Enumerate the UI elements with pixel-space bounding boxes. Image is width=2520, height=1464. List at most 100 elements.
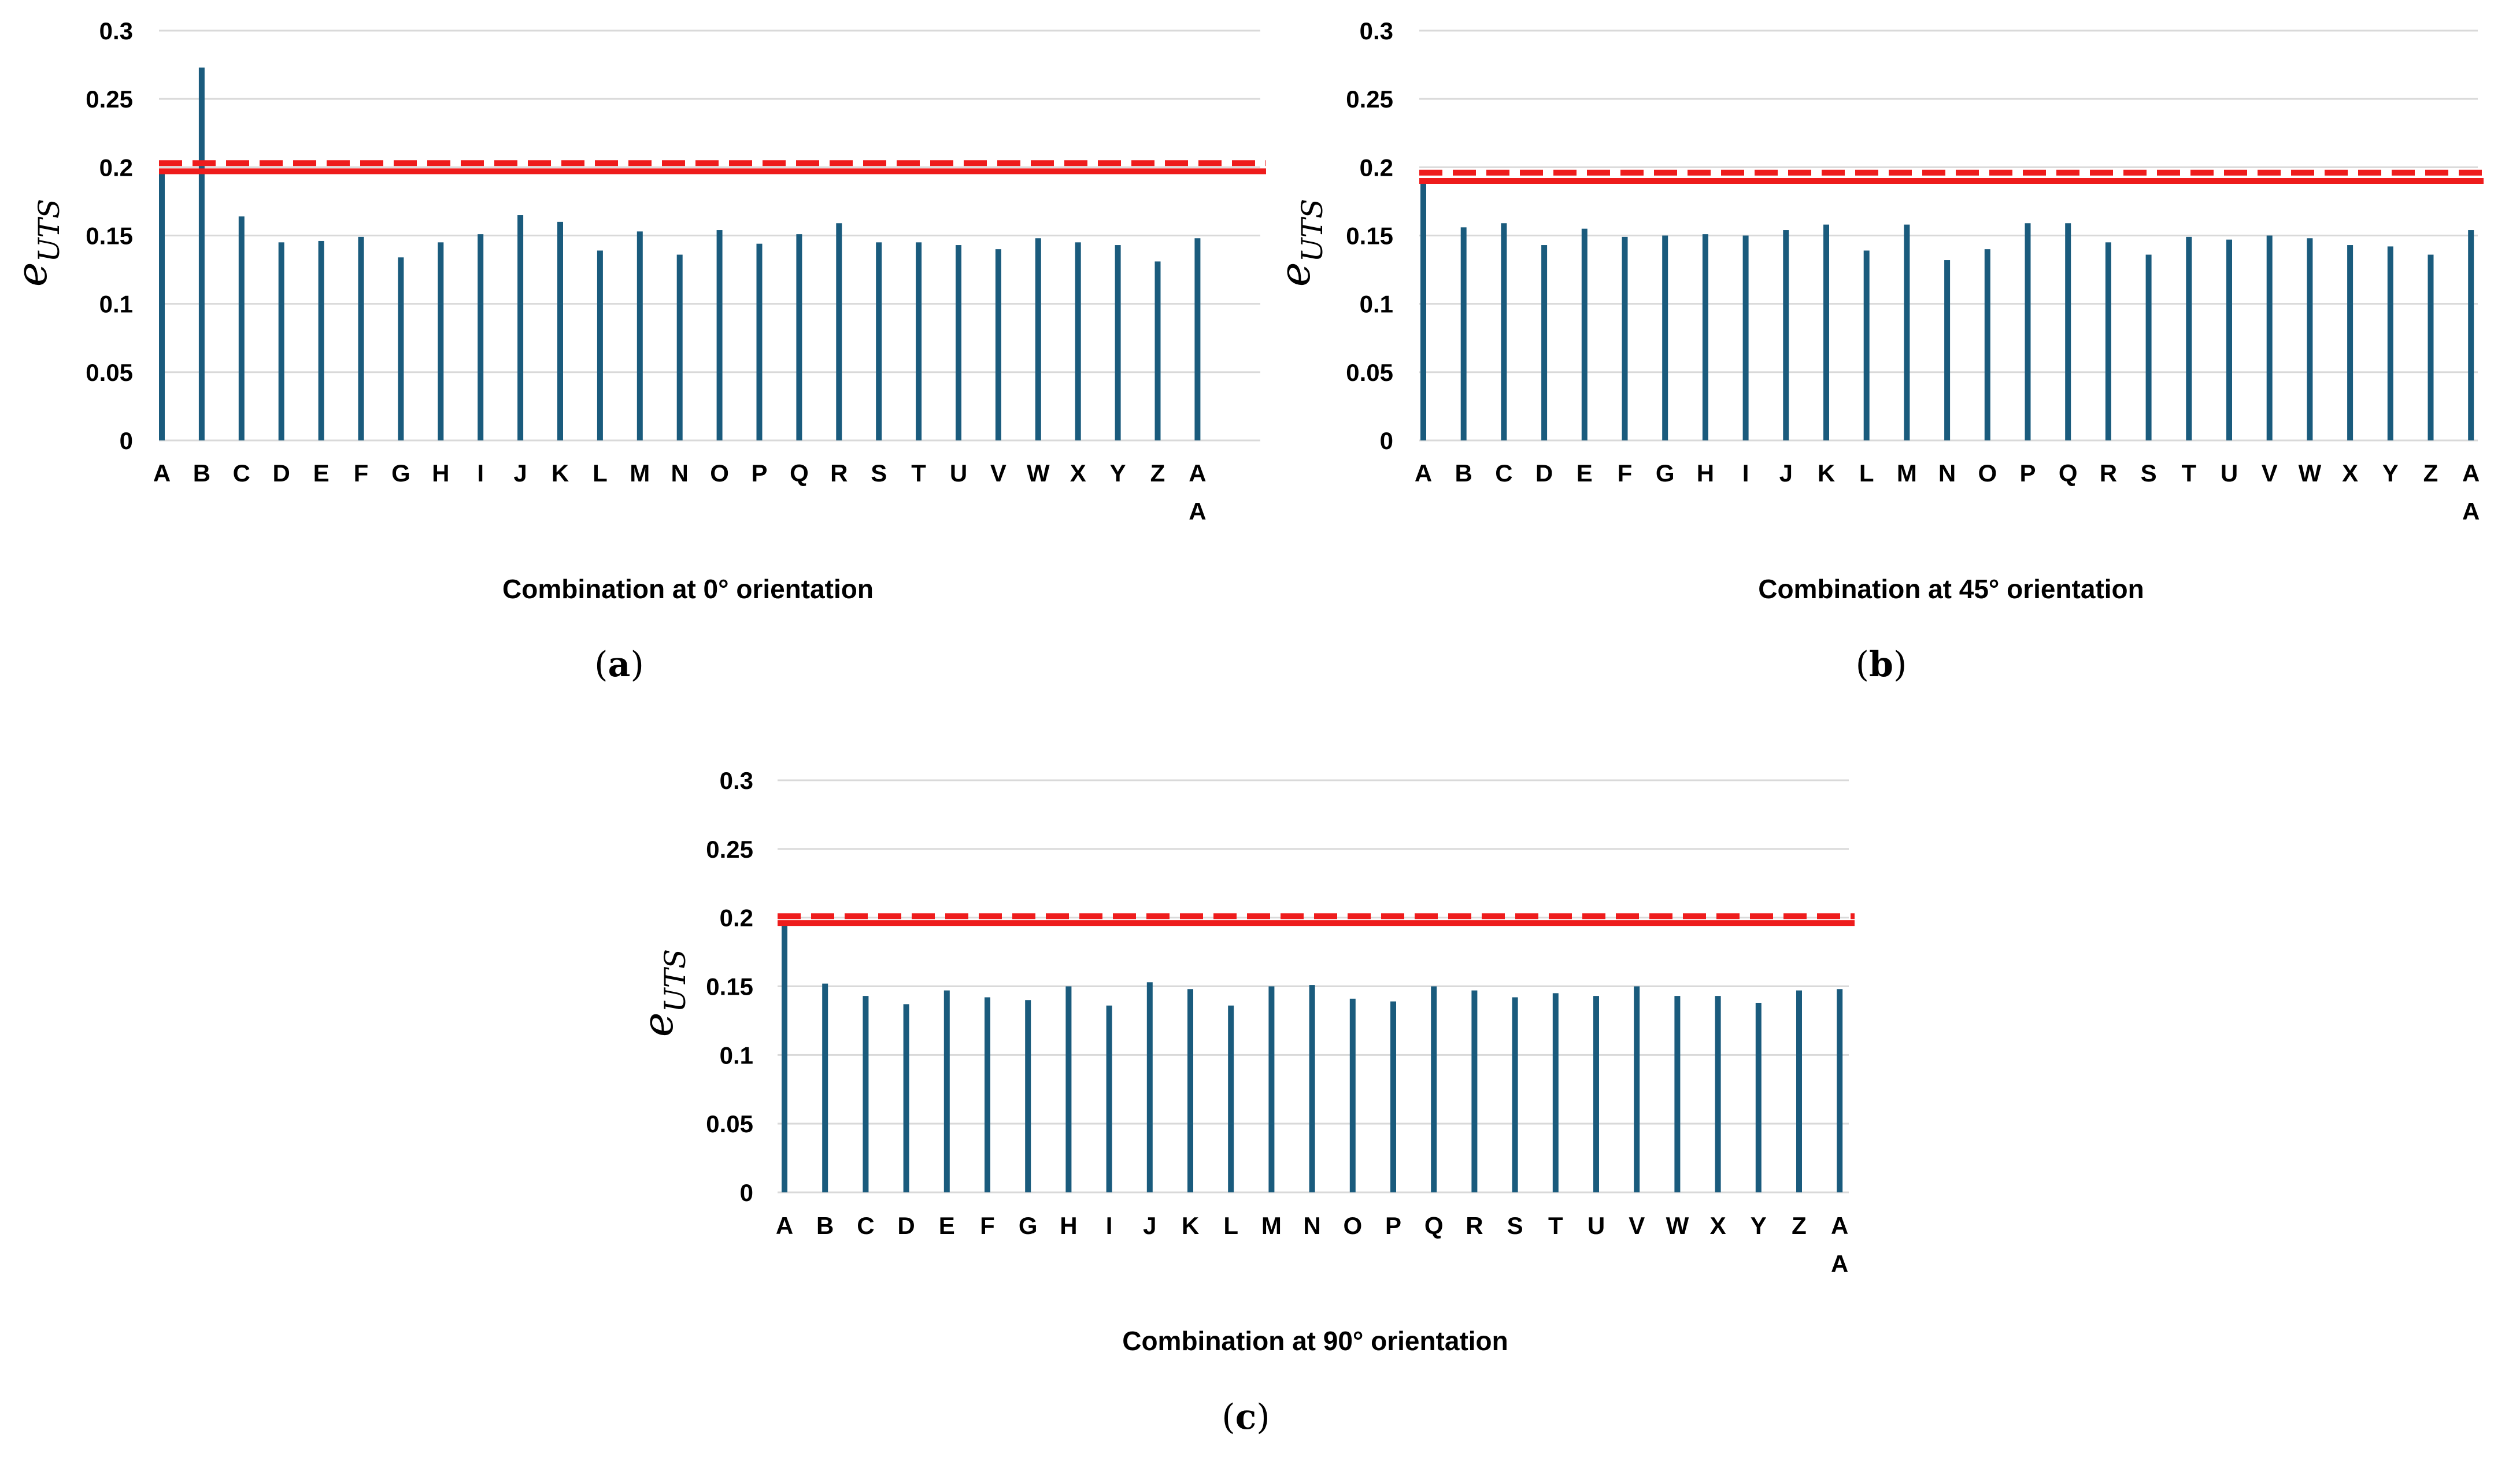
bar-A (782, 923, 787, 1192)
x-tick-label: E (939, 1212, 955, 1239)
bar-G (1025, 1000, 1031, 1192)
y-tick-label: 0.15 (86, 223, 133, 250)
bar-O (1349, 998, 1356, 1192)
bar-G (398, 257, 404, 440)
bar-N (1309, 985, 1315, 1192)
x-tick-label: Z (2423, 459, 2438, 487)
x-tick-label: D (273, 459, 290, 487)
bar-T (1552, 993, 1559, 1192)
x-tick-label: Q (2059, 459, 2078, 487)
bar-Y (1755, 1003, 1762, 1192)
chart-b: 0 0.05 0.1 0.15 0.2 0.25 0.3 A B C D E F G H I J K L M N O P Q R… (1271, 17, 2484, 685)
x-tick-label: A (1415, 459, 1432, 487)
y-tick-label: 0 (740, 1179, 753, 1206)
bar-Q (2065, 223, 2071, 440)
x-tick-label: F (354, 459, 369, 487)
y-tick-label: 0.25 (1346, 86, 1393, 113)
y-tick-label: 0.2 (99, 154, 133, 181)
bar-P (756, 243, 763, 440)
bar-U (956, 245, 961, 440)
bar-I (1106, 1005, 1112, 1192)
x-tick-label: D (1535, 459, 1553, 487)
bar-Y (1115, 245, 1121, 440)
x-tick-label: N (1303, 1212, 1320, 1239)
y-tick-label: 0.15 (706, 973, 753, 1000)
bar-B (822, 983, 828, 1192)
bar-S (1512, 997, 1518, 1192)
y-tick-label: 0.3 (99, 17, 133, 45)
x-tick-label: K (552, 459, 569, 487)
x-axis-label: Combination at 0° orientation (502, 574, 874, 604)
bar-AA (1837, 989, 1843, 1192)
x-tick-label: R (1466, 1212, 1483, 1239)
bar-T (2186, 236, 2192, 440)
bar-V (995, 249, 1001, 440)
bar-G (1662, 235, 1668, 440)
x-tick-label: T (1548, 1212, 1563, 1239)
y-tick-label: 0.25 (86, 86, 133, 113)
x-tick-label: C (857, 1212, 874, 1239)
panel-label: (b) (1856, 644, 1907, 685)
x-tick-label: N (671, 459, 689, 487)
x-tick-label: M (630, 459, 650, 487)
bar-Q (796, 234, 802, 440)
bar-D (1541, 245, 1548, 440)
x-tick-label: G (391, 459, 410, 487)
y-tick-label: 0 (1380, 427, 1393, 454)
bar-C (863, 996, 869, 1192)
x-tick-label: U (2221, 459, 2238, 487)
bar-V (1634, 986, 1640, 1192)
x-tick-label: H (432, 459, 449, 487)
bar-W (2307, 238, 2313, 440)
x-tick-label: R (2100, 459, 2117, 487)
x-tick-label: C (1495, 459, 1512, 487)
bar-J (1146, 982, 1153, 1192)
x-tick-label: M (1261, 1212, 1282, 1239)
x-tick-label: N (1938, 459, 1956, 487)
bar-C (238, 216, 245, 440)
y-tick-label: 0.1 (720, 1042, 753, 1069)
bar-H (438, 242, 444, 440)
bar-P (1390, 1001, 1396, 1192)
x-tick-label: R (830, 459, 848, 487)
y-tick-label: 0.15 (1346, 223, 1393, 250)
x-tick-label: F (1618, 459, 1633, 487)
bar-R (2105, 242, 2111, 440)
bar-M (637, 231, 643, 440)
x-tick-label: P (1385, 1212, 1401, 1239)
y-tick-label: 0.2 (720, 905, 753, 932)
bar-F (985, 997, 990, 1192)
bar-B (198, 67, 205, 440)
bar-W (1035, 238, 1041, 440)
x-tick-label: U (950, 459, 967, 487)
bar-Z (1154, 261, 1161, 440)
x-tick-label: E (313, 459, 330, 487)
bar-B (1460, 227, 1467, 440)
y-tick-label: 0 (120, 427, 133, 454)
x-tick-label: M (1897, 459, 1917, 487)
x-tick-label: F (980, 1212, 995, 1239)
x-tick-label: T (2181, 459, 2196, 487)
bar-U (1593, 996, 1599, 1192)
y-axis-label: eUTS (634, 949, 692, 1037)
x-tick-label: J (1143, 1212, 1156, 1239)
bar-L (1863, 250, 1870, 440)
chart-a: 0 0.05 0.1 0.15 0.2 0.25 0.3 A B C D E F G H I J K L M N O P Q R… (8, 17, 1266, 685)
bar-Z (2428, 254, 2434, 440)
x-tick-label: X (1710, 1212, 1726, 1239)
x-tick-label: U (1588, 1212, 1605, 1239)
bar-K (1823, 224, 1829, 440)
y-tick-label: 0.05 (86, 359, 133, 386)
bar-T (916, 242, 922, 440)
bar-E (1581, 228, 1588, 440)
x-tick-label: V (990, 459, 1006, 487)
x-tick-label: Y (2382, 459, 2399, 487)
x-tick-label: W (1666, 1212, 1689, 1239)
bar-F (1622, 236, 1628, 440)
bar-Z (1796, 990, 1802, 1192)
bar-AA (2468, 230, 2474, 440)
x-tick-label: T (911, 459, 926, 487)
